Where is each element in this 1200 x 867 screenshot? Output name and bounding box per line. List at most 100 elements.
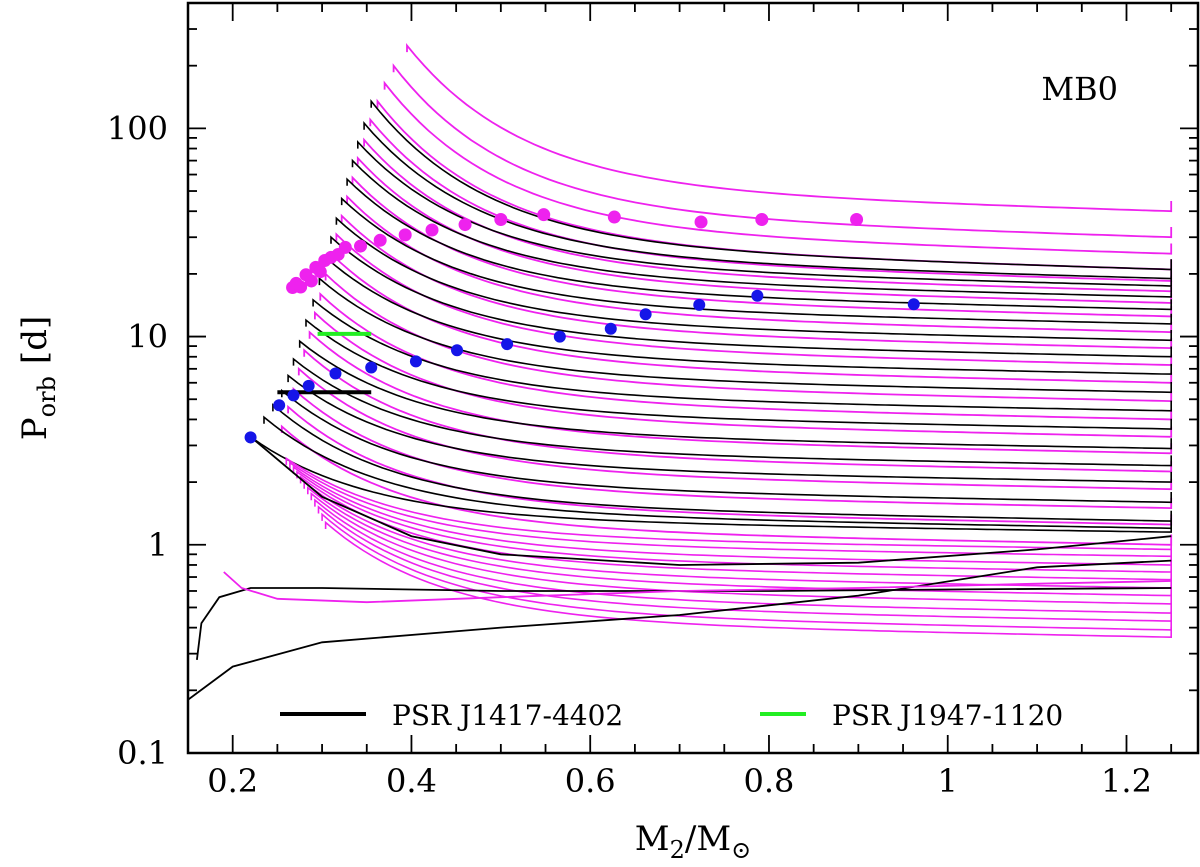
legend: PSR J1417-4402 PSR J1947-1120: [280, 699, 1063, 732]
magenta-dot-18: [607, 210, 621, 224]
track-magenta-18: [383, 80, 1173, 255]
track-magenta-19: [392, 63, 1173, 239]
blue-dot-10: [604, 322, 617, 335]
plot-frame: [186, 1, 1200, 755]
svg-text:M2/M⊙: M2/M⊙: [635, 819, 752, 864]
track-magenta-low-11: [324, 520, 1172, 639]
track-magenta-12: [346, 194, 1173, 334]
track-black-6: [298, 339, 1172, 450]
track-magenta-3: [297, 366, 1173, 491]
magenta-dot-4: [304, 274, 318, 288]
track-black-14: [346, 177, 1172, 311]
x-tick-label: 0.8: [744, 762, 795, 800]
track-magenta-1: [287, 404, 1173, 526]
magenta-dot-14: [425, 223, 439, 237]
track-black-10: [324, 255, 1172, 375]
track-black-17: [363, 120, 1172, 280]
y-tick-label: 1: [148, 526, 168, 564]
special-track-low-black-knee: [250, 436, 1172, 566]
track-magenta-7: [319, 292, 1173, 421]
blue-dot-1: [273, 399, 286, 412]
blue-dot-6: [409, 355, 422, 368]
track-magenta-10: [335, 232, 1173, 366]
magenta-dot-13: [398, 228, 412, 242]
x-label-sun: ⊙: [731, 836, 751, 864]
magenta-dot-17: [537, 208, 551, 222]
track-magenta-6: [314, 310, 1173, 438]
x-tick-label: 0.6: [565, 762, 616, 800]
panel-label: MB0: [1041, 70, 1118, 108]
track-magenta-low-1: [289, 461, 1172, 558]
blue-dot-14: [907, 298, 920, 311]
track-black-13: [340, 196, 1172, 325]
blue-dot-13: [751, 289, 764, 302]
axis-tick-labels: 0.2 0.4 0.6 0.8 1 1.2 0.1 1 10 100: [107, 109, 1152, 800]
x-label-sep: /M: [685, 819, 731, 859]
track-black-18: [370, 98, 1172, 271]
magenta-dot-16: [494, 212, 508, 226]
y-tick-label: 100: [107, 109, 168, 147]
track-magenta-low-0: [285, 456, 1172, 551]
track-magenta-20: [406, 42, 1173, 213]
track-black-2: [272, 403, 1172, 522]
track-magenta-9: [330, 251, 1173, 384]
blue-dot-5: [365, 361, 378, 374]
magenta-dot-11: [354, 239, 368, 253]
track-magenta-low-9: [317, 505, 1172, 622]
track-magenta-17: [376, 98, 1173, 271]
x-tick-label: 0.4: [386, 762, 437, 800]
track-magenta-5: [308, 330, 1173, 455]
track-black-11: [330, 235, 1172, 358]
track-black-16: [357, 140, 1172, 287]
observed-pulsar-markers: [277, 331, 372, 395]
evolution-tracks: [188, 42, 1173, 701]
track-magenta-low-5: [303, 480, 1172, 589]
track-black-7: [305, 318, 1172, 430]
magenta-dot-2: [294, 280, 308, 294]
y-label-sub: orb: [33, 376, 61, 417]
x-tick-label: 1: [938, 762, 958, 800]
blue-dot-7: [451, 344, 464, 357]
track-magenta-0: [280, 424, 1173, 546]
track-magenta-14: [356, 155, 1173, 304]
x-tick-label: 0.2: [207, 762, 258, 800]
x-axis-label: M2/M⊙: [635, 819, 752, 864]
y-axis-label: Porb [d]: [15, 316, 61, 440]
track-black-12: [335, 216, 1172, 342]
track-magenta-low-6: [307, 486, 1172, 597]
track-magenta-13: [351, 175, 1173, 318]
data-dots: [244, 208, 920, 444]
x-tick-label: 1.2: [1101, 762, 1152, 800]
track-black-0: [249, 435, 1172, 533]
magenta-dot-20: [755, 212, 769, 226]
track-magenta-15: [363, 137, 1173, 293]
track-magenta-4: [303, 348, 1173, 473]
blue-dot-11: [639, 308, 652, 321]
blue-dot-12: [693, 298, 706, 311]
blue-dot-3: [302, 379, 315, 392]
axis-ticks: [187, 2, 1198, 754]
magenta-dot-19: [694, 215, 708, 229]
x-label-sub: 2: [670, 836, 685, 864]
blue-dot-9: [553, 330, 566, 343]
track-black-15: [351, 158, 1172, 298]
track-magenta-low-7: [310, 492, 1172, 605]
special-track-low-magenta: [223, 571, 1172, 604]
blue-dot-8: [501, 338, 514, 351]
special-track-low-black-rising: [188, 559, 1172, 701]
track-magenta-low-3: [296, 470, 1172, 573]
magenta-dot-21: [850, 212, 864, 226]
track-magenta-16: [369, 117, 1173, 282]
magenta-dot-6: [313, 265, 327, 279]
track-black-4: [287, 373, 1172, 483]
blue-dot-0: [244, 431, 257, 444]
magenta-dot-10: [338, 240, 352, 254]
y-label-unit: [d]: [15, 316, 55, 364]
blue-dot-4: [329, 367, 342, 380]
track-black-3: [281, 388, 1172, 504]
y-label-main: P: [15, 417, 55, 440]
y-tick-label: 10: [127, 318, 168, 356]
track-black-1: [263, 415, 1172, 530]
blue-dot-2: [287, 389, 300, 402]
